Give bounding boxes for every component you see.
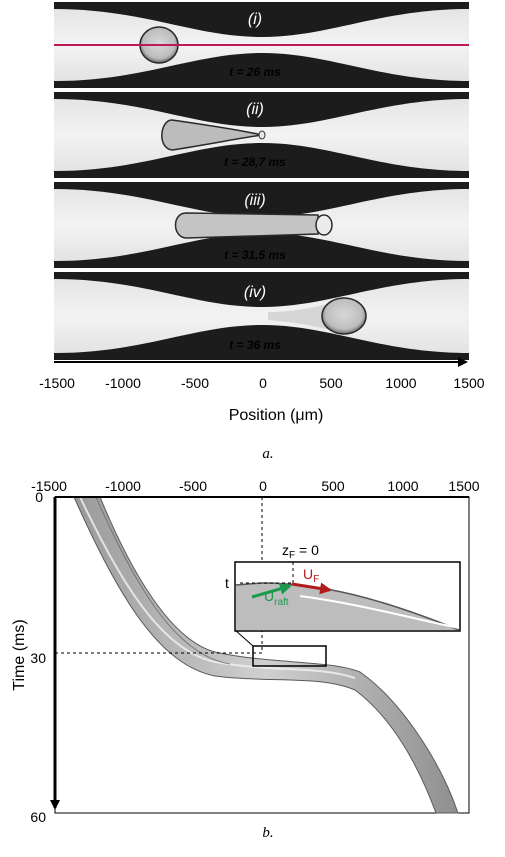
panel-label: (i)	[248, 11, 262, 28]
tick-label: 0	[35, 489, 43, 505]
uf-arrow	[291, 582, 332, 595]
panel-label: (ii)	[246, 101, 264, 118]
tick-label: 500	[319, 375, 343, 391]
tick-label: 0	[259, 478, 267, 494]
inset	[234, 561, 461, 632]
zf-label: zF = 0	[282, 542, 319, 561]
panel-iii: (iii) t = 31,5 ms	[54, 182, 469, 268]
tick-label: 30	[30, 650, 46, 666]
x-axis-a: -1500 -1000 -500 0 500 1000 1500 Positio…	[39, 357, 485, 424]
tick-label: 1500	[448, 478, 479, 494]
uf-label: UF	[303, 566, 319, 585]
tick-label: 60	[30, 809, 46, 825]
caption-b: b.	[262, 825, 273, 841]
tick-label: 1000	[385, 375, 416, 391]
uraft-arrow	[251, 583, 292, 599]
tick-label: -1500	[39, 375, 75, 391]
caption-a: a.	[262, 446, 273, 462]
tick-label: 500	[321, 478, 345, 494]
axes-b: -1500 -1000 -500 0 500 1000 1500 0 30 60…	[11, 478, 480, 825]
x-axis-label: Position (μm)	[229, 407, 324, 424]
uraft-label: Uraft	[264, 588, 289, 608]
panel-label: (iii)	[244, 192, 265, 209]
tick-label: 1500	[453, 375, 484, 391]
tick-label: -1000	[105, 478, 141, 494]
panel-time: t = 31,5 ms	[224, 248, 286, 262]
panel-time: t = 28,7 ms	[224, 155, 286, 169]
spacetime-plot	[54, 496, 470, 814]
y-axis-label: Time (ms)	[11, 619, 28, 690]
tick-label: -1000	[105, 375, 141, 391]
panel-label: (iv)	[244, 284, 266, 301]
tick-label: 0	[259, 375, 267, 391]
panel-time: t = 36 ms	[229, 338, 281, 352]
panel-i: (i) t = 26 ms	[54, 2, 469, 88]
panel-iv: (iv) t = 36 ms	[54, 272, 469, 360]
tick-label: 1000	[387, 478, 418, 494]
t-label: t	[225, 575, 229, 591]
panel-ii: (ii) t = 28,7 ms	[54, 92, 469, 178]
tick-label: -500	[179, 478, 207, 494]
tick-label: -1500	[31, 478, 67, 494]
tick-label: -500	[181, 375, 209, 391]
panel-time: t = 26 ms	[229, 65, 281, 79]
